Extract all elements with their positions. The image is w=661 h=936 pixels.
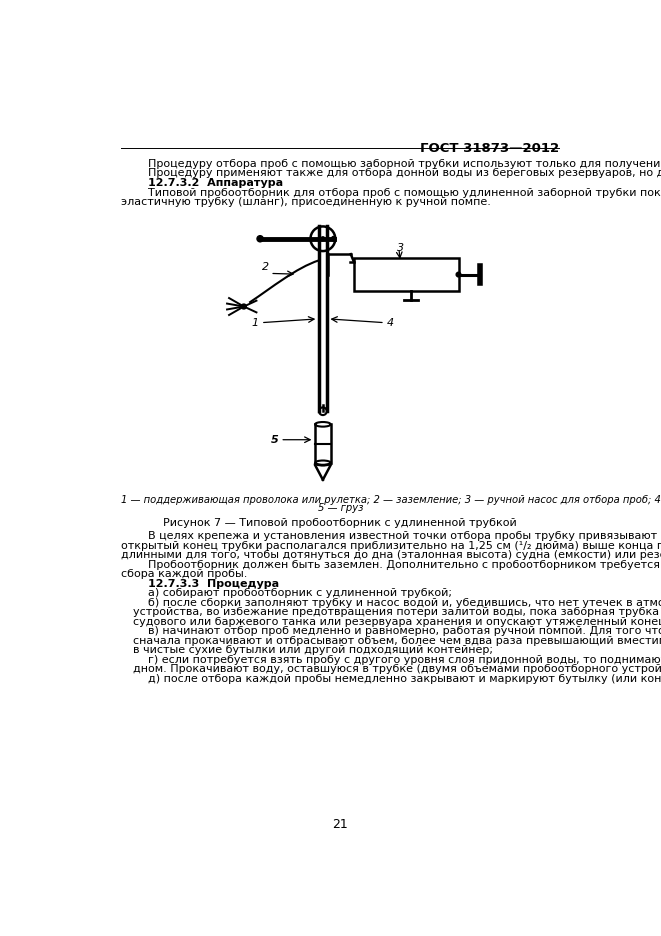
Text: Процедуру применяют также для отбора донной воды из береговых резервуаров, но дл: Процедуру применяют также для отбора дон…	[149, 168, 661, 179]
Text: длинными для того, чтобы дотянуться до дна (эталонная высота) судна (емкости) ил: длинными для того, чтобы дотянуться до д…	[122, 549, 661, 560]
Text: ГОСТ 31873—2012: ГОСТ 31873—2012	[420, 141, 559, 154]
Text: В целях крепежа и установления известной точки отбора пробы трубку привязывают к: В целях крепежа и установления известной…	[149, 532, 661, 541]
Circle shape	[331, 237, 336, 241]
Text: г) если потребуется взять пробу с другого уровня слоя придонной воды, то поднима: г) если потребуется взять пробу с другог…	[149, 654, 661, 665]
Text: судового или баржевого танка или резервуара хранения и опускают утяжеленный коне: судового или баржевого танка или резерву…	[133, 617, 661, 626]
Text: 21: 21	[332, 818, 348, 830]
Text: а) собирают пробоотборник с удлиненной трубкой;: а) собирают пробоотборник с удлиненной т…	[149, 589, 453, 598]
Text: в) начинают отбор проб медленно и равномерно, работая ручной помпой. Для того чт: в) начинают отбор проб медленно и равном…	[149, 626, 661, 636]
Text: 3: 3	[397, 242, 404, 253]
Text: открытый конец трубки располагался приблизительно на 1,25 см (¹/₂ дюйма) выше ко: открытый конец трубки располагался прибл…	[122, 540, 661, 550]
Text: Типовой пробоотборник для отбора проб с помощью удлиненной заборной трубки показ: Типовой пробоотборник для отбора проб с …	[149, 188, 661, 198]
Circle shape	[456, 272, 461, 277]
Text: 2: 2	[262, 262, 268, 272]
Text: сначала прокачивают и отбрасывают объем, более чем вдва раза превышающий вместим: сначала прокачивают и отбрасывают объем,…	[133, 636, 661, 646]
Text: 5: 5	[271, 434, 279, 445]
Text: 1 — поддерживающая проволока или рулетка; 2 — заземление; 3 — ручной насос для о: 1 — поддерживающая проволока или рулетка…	[122, 495, 661, 505]
Text: дном. Прокачивают воду, оставшуюся в трубке (двумя объемами пробоотборного устро: дном. Прокачивают воду, оставшуюся в тру…	[133, 664, 661, 674]
Text: устройства, во избежание предотвращения потери залитой воды, пока заборная трубк: устройства, во избежание предотвращения …	[133, 607, 661, 618]
Text: Пробоотборник должен быть заземлен. Дополнительно с пробоотборником требуется чи: Пробоотборник должен быть заземлен. Допо…	[149, 560, 661, 569]
Text: 5 — груз: 5 — груз	[317, 504, 363, 514]
Text: Рисунок 7 — Типовой пробоотборник с удлиненной трубкой: Рисунок 7 — Типовой пробоотборник с удли…	[163, 518, 517, 528]
Circle shape	[257, 236, 263, 241]
Text: б) после сборки заполняют трубку и насос водой и, убедившись, что нет утечек в а: б) после сборки заполняют трубку и насос…	[149, 598, 661, 608]
Text: 1: 1	[251, 317, 258, 328]
Text: Процедуру отбора проб с помощью заборной трубки используют только для получения : Процедуру отбора проб с помощью заборной…	[149, 158, 661, 168]
Text: в чистые сухие бутылки или другой подходящий контейнер;: в чистые сухие бутылки или другой подход…	[133, 645, 493, 654]
Text: 12.7.3.3  Процедура: 12.7.3.3 Процедура	[149, 578, 280, 589]
Text: сбора каждой пробы.: сбора каждой пробы.	[122, 569, 248, 578]
Text: д) после отбора каждой пробы немедленно закрывают и маркируют бутылку (или конте: д) после отбора каждой пробы немедленно …	[149, 674, 661, 683]
Text: 4: 4	[387, 317, 395, 328]
Circle shape	[321, 237, 325, 241]
Text: 12.7.3.2  Аппаратура: 12.7.3.2 Аппаратура	[149, 178, 284, 188]
Text: эластичную трубку (шланг), присоединенную к ручной помпе.: эластичную трубку (шланг), присоединенну…	[122, 197, 491, 207]
